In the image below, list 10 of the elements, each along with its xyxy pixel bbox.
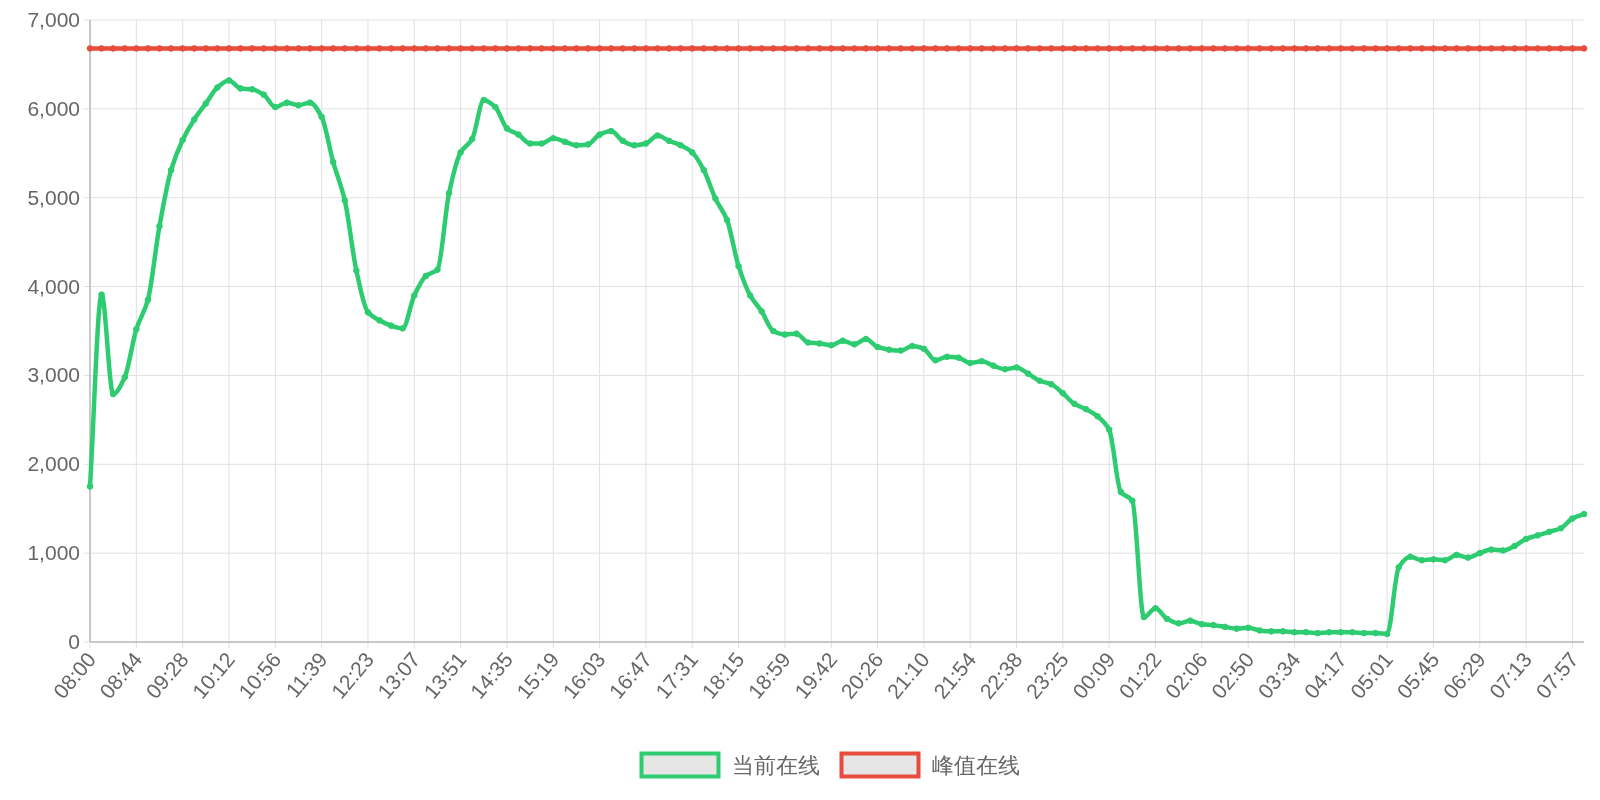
y-tick-label: 3,000 (27, 363, 80, 387)
y-tick-label: 6,000 (27, 96, 80, 120)
y-tick-label: 7,000 (27, 8, 80, 31)
legend-label: 当前在线 (732, 753, 820, 778)
y-tick-label: 1,000 (27, 541, 80, 565)
y-tick-label: 2,000 (27, 452, 80, 476)
legend-label: 峰值在线 (932, 753, 1020, 778)
y-tick-label: 4,000 (27, 274, 80, 298)
y-tick-label: 5,000 (27, 185, 80, 209)
y-tick-label: 0 (68, 630, 80, 653)
